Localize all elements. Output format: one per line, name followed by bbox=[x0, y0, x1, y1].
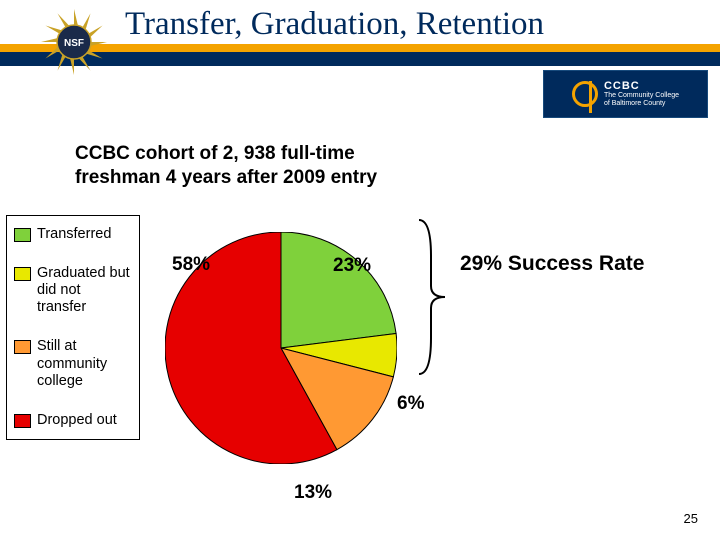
orange-divider bbox=[0, 44, 720, 52]
ccbc-logo: CCBC The Community College of Baltimore … bbox=[543, 70, 708, 118]
navy-band bbox=[0, 52, 720, 66]
pie-slice bbox=[281, 232, 396, 348]
ccbc-ring-icon bbox=[572, 81, 598, 107]
legend-label: Still at community college bbox=[37, 338, 132, 389]
page-number: 25 bbox=[684, 511, 698, 526]
legend-label: Dropped out bbox=[37, 412, 117, 429]
page-title: Transfer, Graduation, Retention bbox=[125, 6, 544, 43]
legend-swatch bbox=[14, 267, 31, 281]
legend-swatch bbox=[14, 340, 31, 354]
ccbc-logo-text: CCBC The Community College of Baltimore … bbox=[604, 80, 679, 107]
cohort-subtitle: CCBC cohort of 2, 938 full-time freshman… bbox=[75, 142, 415, 190]
legend-label: Graduated but did not transfer bbox=[37, 265, 132, 316]
pie-slice-label: 58% bbox=[172, 254, 210, 276]
pie-slice-label: 6% bbox=[397, 393, 424, 415]
legend-swatch bbox=[14, 228, 31, 242]
legend-label: Transferred bbox=[37, 226, 111, 243]
legend-item: Dropped out bbox=[14, 412, 132, 429]
bracket-icon bbox=[413, 216, 451, 378]
pie-slice-label: 13% bbox=[294, 482, 332, 504]
legend-swatch bbox=[14, 414, 31, 428]
legend-item: Transferred bbox=[14, 226, 132, 243]
svg-text:NSF: NSF bbox=[64, 38, 84, 49]
slide-root: Transfer, Graduation, Retention NSF CCBC… bbox=[0, 0, 720, 540]
legend-box: Transferred Graduated but did not transfe… bbox=[6, 215, 140, 440]
success-rate-label: 29% Success Rate bbox=[460, 252, 644, 276]
pie-slice-label: 23% bbox=[333, 255, 371, 277]
legend-item: Graduated but did not transfer bbox=[14, 265, 132, 316]
legend-item: Still at community college bbox=[14, 338, 132, 389]
nsf-logo: NSF bbox=[40, 8, 108, 76]
